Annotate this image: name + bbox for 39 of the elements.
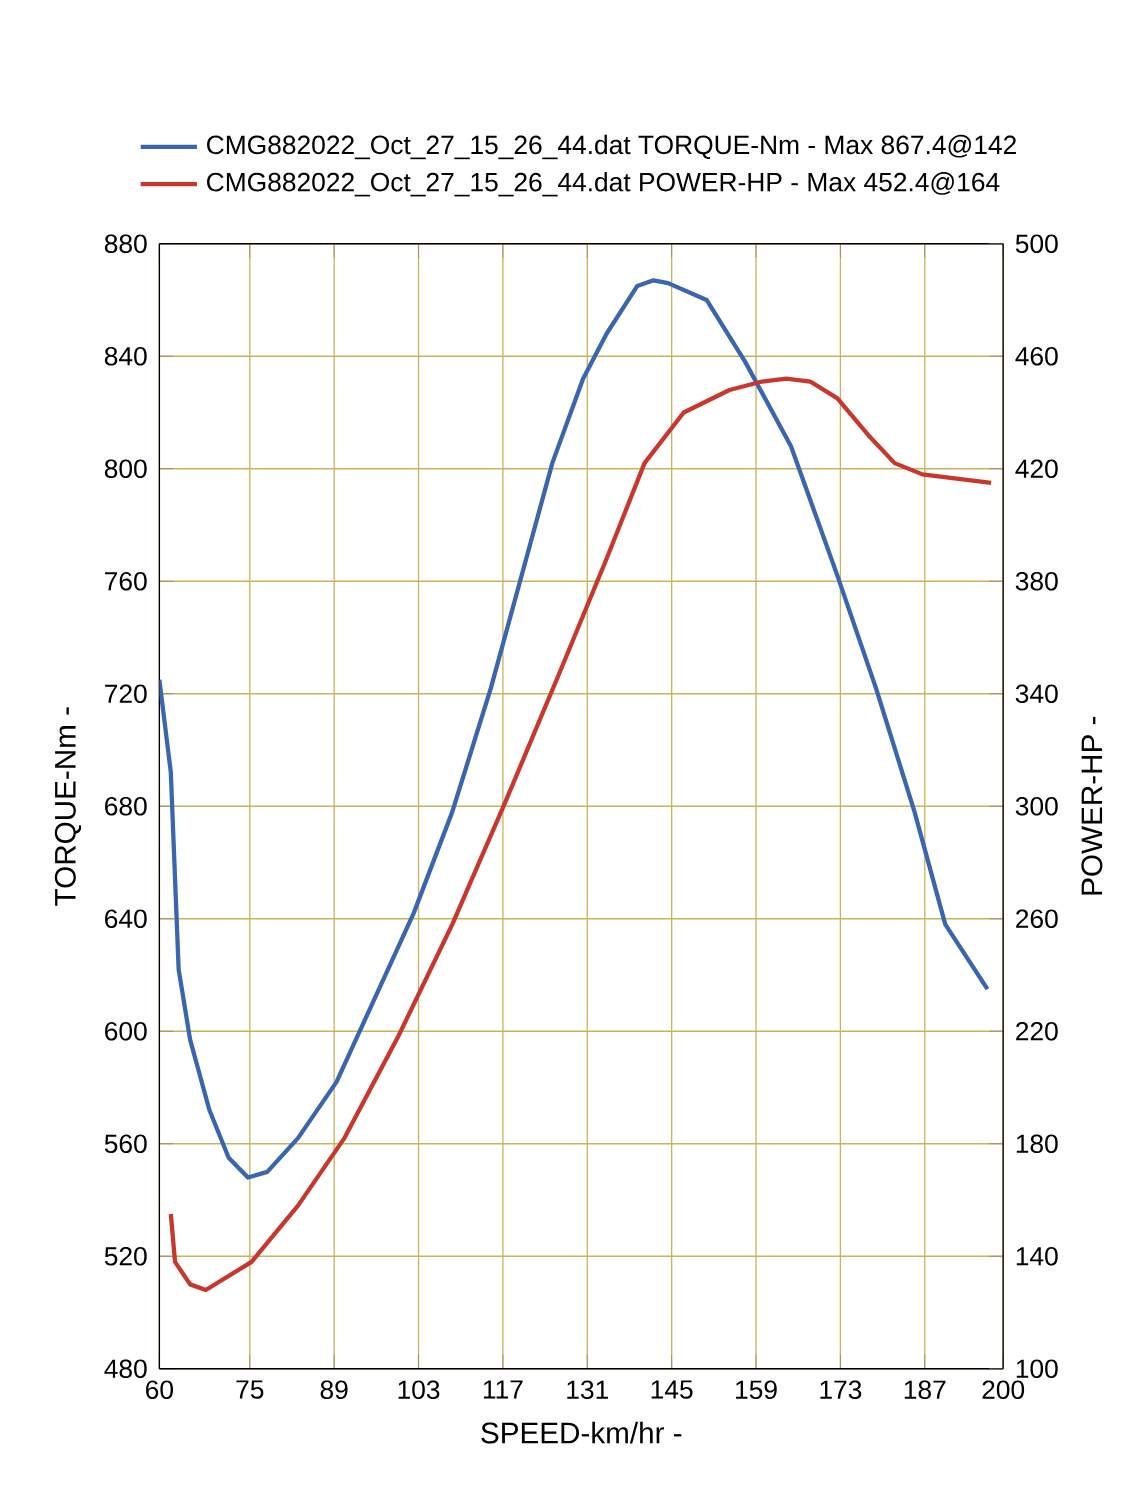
line-series: [168, 376, 994, 1293]
x-tick-label: 200: [982, 1380, 1025, 1400]
y2-tick-label: 500: [1015, 234, 1058, 254]
y2-tick-label: 260: [1016, 909, 1058, 929]
x-tick-label: 173: [820, 1380, 862, 1400]
x-tick-label: 89: [320, 1380, 348, 1400]
y2-tick-label: 220: [1016, 1021, 1058, 1041]
y-tick-label: 680: [105, 796, 147, 816]
y-tick-label: 760: [105, 571, 147, 591]
y2-tick-label: 100: [1016, 1359, 1058, 1379]
y2-tick-label: 300: [1015, 796, 1058, 816]
y-tick-label: 600: [105, 1021, 147, 1041]
y-tick-label: 560: [104, 1134, 147, 1154]
x-tick-label: 75: [236, 1380, 264, 1399]
x-tick-label: 159: [736, 1380, 777, 1400]
x-tick-label: 145: [651, 1380, 693, 1399]
x-tick-label: 131: [567, 1380, 608, 1400]
y-tick-label: 480: [104, 1359, 147, 1379]
y2-tick-label: 180: [1016, 1134, 1058, 1154]
y-tick-label: 520: [104, 1246, 147, 1266]
legend-label: CMG882022_Oct_27_15_26_44.dat TORQUE-Nm - Max 867.4@142: [207, 134, 1016, 160]
y-tick-label: 800: [104, 459, 147, 479]
y-tick-label: 880: [104, 234, 147, 254]
y-tick-label: 640: [105, 909, 147, 929]
y2-tick-label: 460: [1015, 346, 1058, 366]
x-tick-label: 103: [398, 1380, 440, 1400]
legend-label: CMG882022_Oct_27_15_26_44.dat POWER-HP - Max 452.4@164: [207, 172, 1000, 197]
y2-tick-label: 340: [1015, 684, 1058, 704]
y2-tick-label: 420: [1015, 459, 1058, 479]
y2-tick-label: 380: [1015, 571, 1058, 591]
x-tick-label: 117: [483, 1380, 523, 1399]
x-axis-title: SPEED-km/hr -: [481, 1421, 682, 1444]
y2-axis-title: POWER-HP -: [1081, 716, 1103, 895]
y-axis-title: TORQUE-Nm -: [54, 707, 82, 906]
x-tick-label: 187: [904, 1380, 946, 1400]
y-tick-label: 840: [104, 346, 147, 366]
y2-tick-label: 140: [1016, 1246, 1058, 1266]
x-tick-label: 60: [146, 1380, 174, 1400]
y-tick-label: 720: [105, 684, 147, 704]
